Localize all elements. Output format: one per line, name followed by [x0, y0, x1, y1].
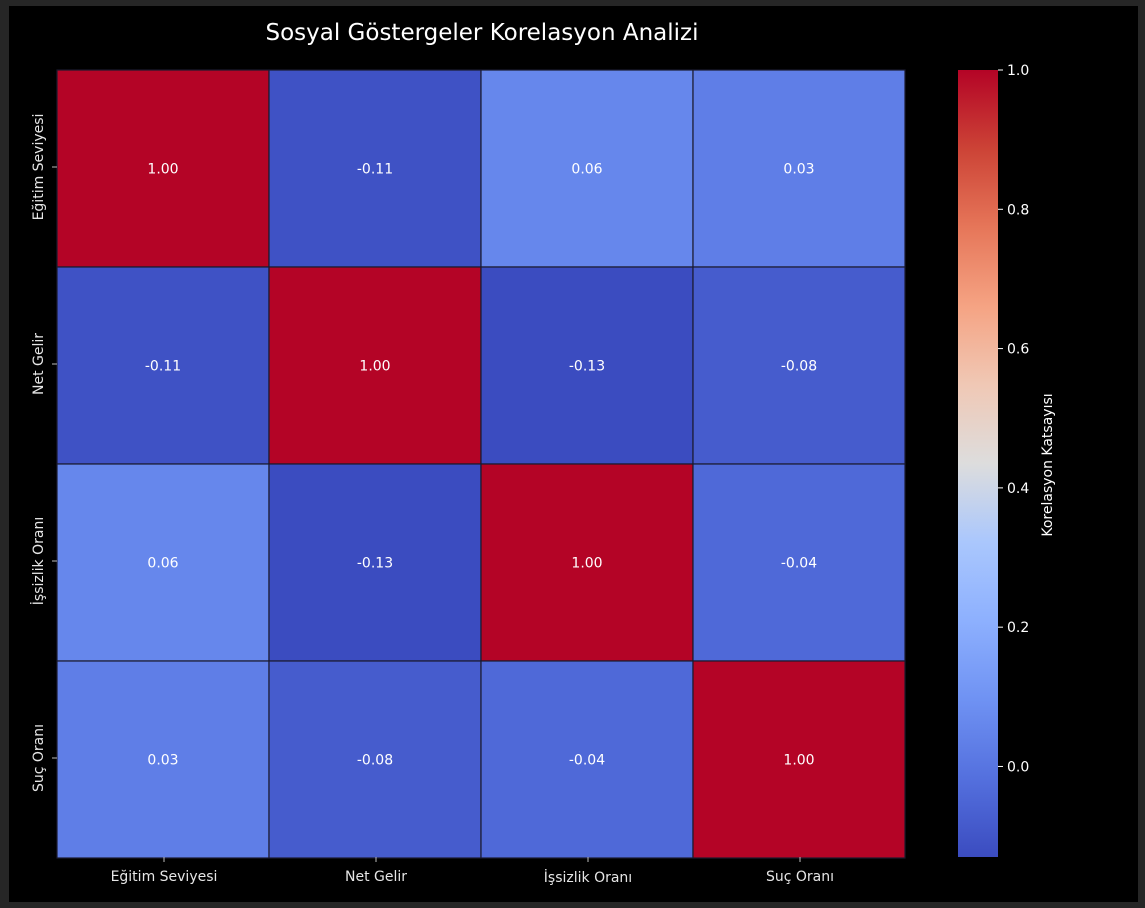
x-tick-label: Suç Oranı — [766, 869, 834, 885]
heatmap-cell — [268, 463, 482, 662]
colorbar-ticks: 0.0 0.2 0.4 0.6 0.8 1.0 — [998, 63, 1029, 775]
x-tick-label: Eğitim Seviyesi — [111, 869, 218, 885]
heatmap-cell — [692, 660, 906, 859]
cell-value-label: 1.00 — [147, 162, 178, 178]
y-tick-label: Eğitim Seviyesi — [31, 114, 47, 221]
cell-value-label: -0.13 — [357, 556, 393, 572]
heatmap-cell — [480, 660, 694, 859]
heatmap-annotations: 1.00 -0.11 0.06 0.03 -0.11 1.00 -0.13 -0.08 0.06… — [145, 162, 817, 769]
heatmap-cell — [268, 660, 482, 859]
y-tick-label: Net Gelir — [31, 333, 47, 395]
colorbar: 0.0 0.2 0.4 0.6 0.8 1.0 Korelasyon Katsayısı — [958, 63, 1056, 857]
colorbar-label: Korelasyon Katsayısı — [1040, 393, 1056, 536]
heatmap-cell — [480, 266, 694, 465]
cell-value-label: 1.00 — [783, 753, 814, 769]
cell-value-label: 0.06 — [147, 556, 178, 572]
colorbar-tick-label: 1.0 — [1007, 63, 1029, 79]
heatmap-cell — [56, 69, 270, 268]
y-tick-label: Suç Oranı — [31, 724, 47, 792]
y-tick-label: İşsizlik Oranı — [29, 517, 47, 605]
colorbar-tick-label: 0.6 — [1007, 342, 1029, 358]
cell-value-label: -0.08 — [357, 753, 393, 769]
cell-value-label: -0.13 — [569, 359, 605, 375]
x-tick-label: İşsizlik Oranı — [544, 868, 632, 886]
colorbar-tick-label: 0.0 — [1007, 759, 1029, 775]
cell-value-label: -0.04 — [569, 753, 605, 769]
cell-value-label: -0.04 — [781, 556, 817, 572]
cell-value-label: -0.08 — [781, 359, 817, 375]
colorbar-tick-label: 0.4 — [1007, 481, 1029, 497]
colorbar-tick-label: 0.8 — [1007, 202, 1029, 218]
cell-value-label: 0.03 — [783, 162, 814, 178]
x-axis-ticks: Eğitim Seviyesi Net Gelir İşsizlik Oranı… — [111, 857, 834, 886]
y-axis-ticks: Eğitim Seviyesi Net Gelir İşsizlik Oranı… — [29, 114, 57, 792]
heatmap-cell — [692, 266, 906, 465]
chart-title: Sosyal Göstergeler Korelasyon Analizi — [265, 20, 698, 46]
cell-value-label: 1.00 — [359, 359, 390, 375]
figure-canvas: Sosyal Göstergeler Korelasyon Analizi 1.… — [9, 6, 1138, 902]
heatmap-cell — [56, 660, 270, 859]
correlation-heatmap: Sosyal Göstergeler Korelasyon Analizi 1.… — [29, 20, 1056, 886]
heatmap-cell — [268, 266, 482, 465]
heatmap-cell — [692, 69, 906, 268]
heatmap-cell — [268, 69, 482, 268]
cell-value-label: -0.11 — [357, 162, 393, 178]
heatmap-cell — [692, 463, 906, 662]
heatmap-cells — [56, 69, 906, 859]
cell-value-label: 0.03 — [147, 753, 178, 769]
heatmap-cell — [56, 266, 270, 465]
cell-value-label: 0.06 — [571, 162, 602, 178]
x-tick-label: Net Gelir — [345, 869, 407, 885]
colorbar-tick-label: 0.2 — [1007, 620, 1029, 636]
heatmap-cell — [480, 69, 694, 268]
cell-value-label: -0.11 — [145, 359, 181, 375]
cell-value-label: 1.00 — [571, 556, 602, 572]
colorbar-gradient — [958, 70, 998, 857]
